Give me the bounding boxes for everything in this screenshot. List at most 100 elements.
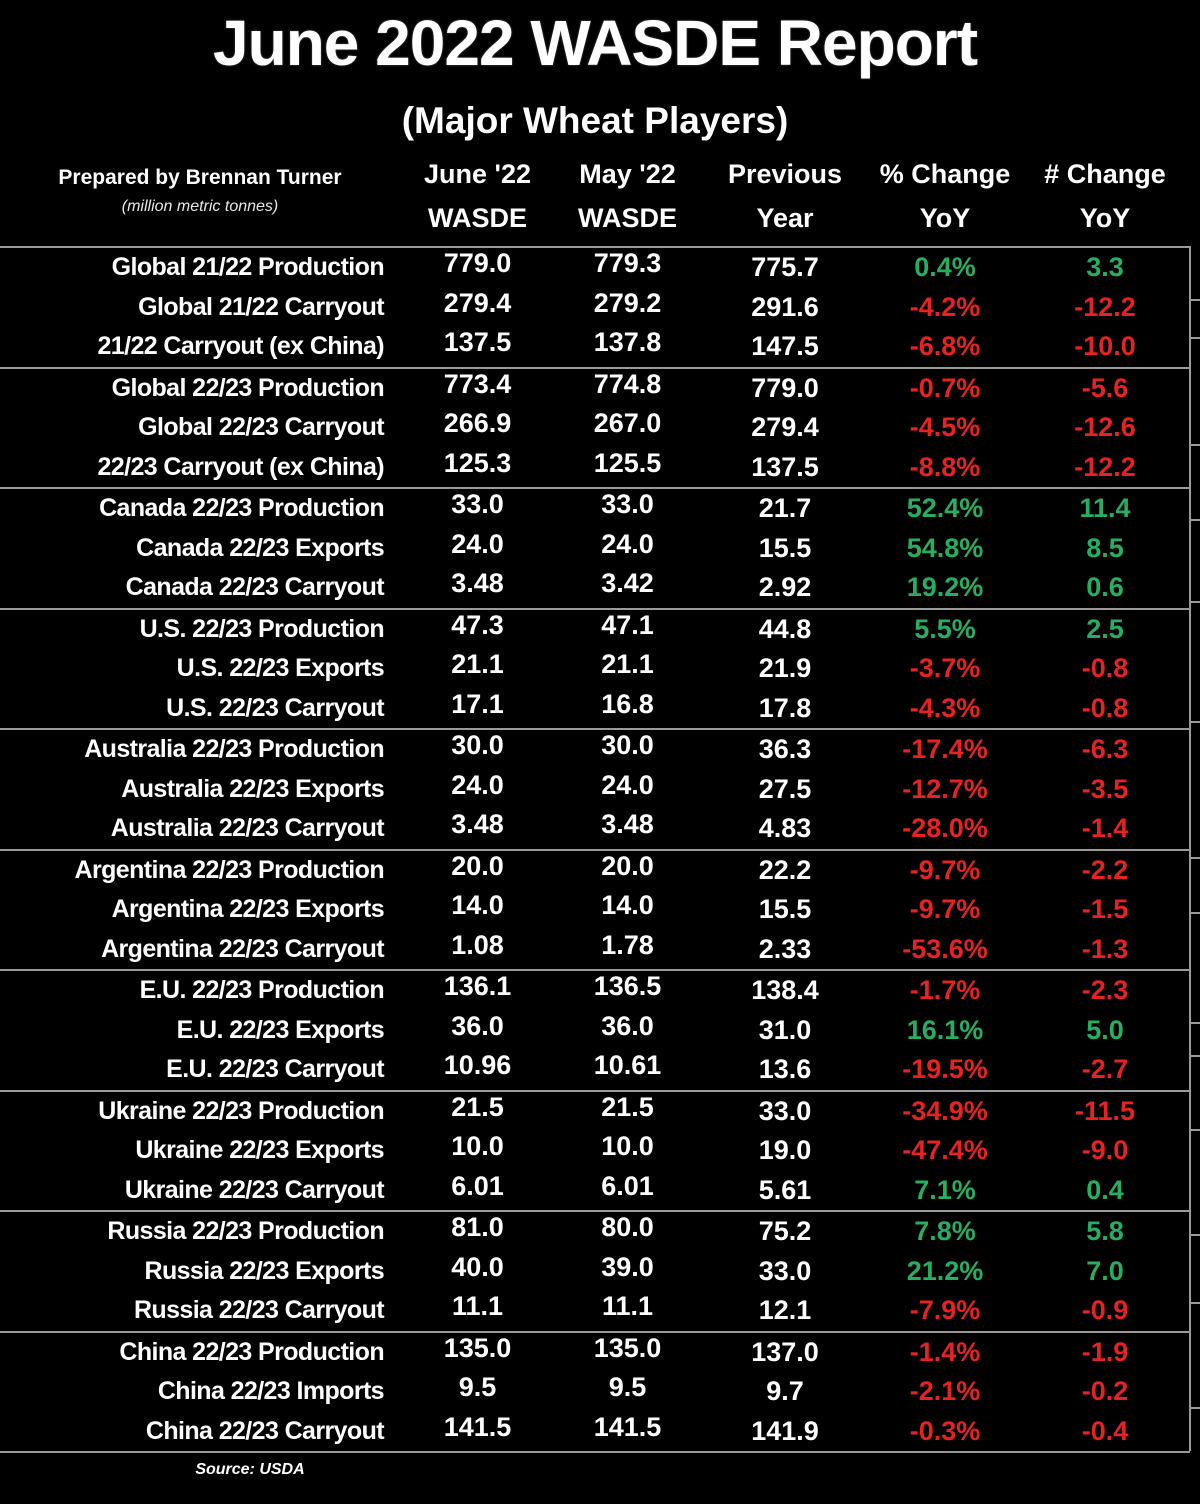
value-june: 773.4	[443, 368, 512, 399]
column-header-4: % Change YoY	[870, 152, 1020, 240]
value-pct-change: 16.1%	[906, 1014, 984, 1045]
value-pct-change: -6.8%	[909, 331, 981, 362]
value-may: 267.0	[593, 408, 662, 439]
value-june: 6.01	[451, 1170, 504, 1201]
value-num-change: -0.4	[1081, 1415, 1129, 1446]
value-may: 9.5	[608, 1372, 647, 1403]
value-pct-change: -17.4%	[902, 734, 988, 765]
column-header-line1: Previous	[727, 159, 843, 189]
row-label: Canada 22/23 Exports	[136, 533, 384, 562]
units-note: (million metric tonnes)	[121, 198, 279, 215]
value-may: 21.1	[601, 649, 654, 680]
value-june: 33.0	[451, 489, 504, 520]
value-pct-change: -7.9%	[909, 1295, 981, 1326]
row-label: Global 21/22 Carryout	[138, 292, 384, 321]
value-prev-year: 2.33	[758, 933, 812, 964]
value-pct-change: -0.7%	[909, 372, 981, 403]
row-label: Canada 22/23 Production	[99, 494, 385, 523]
value-june: 24.0	[451, 528, 504, 559]
value-prev-year: 44.8	[758, 613, 812, 644]
value-num-change: -1.9	[1081, 1336, 1129, 1367]
value-june: 10.96	[443, 1050, 512, 1081]
value-june: 141.5	[443, 1411, 512, 1442]
value-pct-change: -0.3%	[909, 1415, 981, 1446]
gridline-tick	[1191, 857, 1200, 859]
value-num-change: -3.5	[1081, 773, 1129, 804]
row-label: Global 22/23 Production	[111, 373, 385, 402]
row-label: E.U. 22/23 Exports	[176, 1015, 385, 1044]
table-group-1: Global 21/22 Production 779.0 779.3 775.7 0.…	[0, 248, 1190, 369]
value-num-change: 11.4	[1079, 493, 1131, 524]
table-group-6: Argentina 22/23 Production 20.0 20.0 22.2 -9…	[0, 851, 1190, 971]
value-pct-change: 7.1%	[914, 1174, 976, 1205]
value-pct-change: 54.8%	[906, 532, 984, 563]
value-june: 81.0	[451, 1212, 504, 1243]
value-june: 9.5	[458, 1372, 497, 1403]
row-label: Argentina 22/23 Exports	[111, 895, 385, 924]
table-group-5: Australia 22/23 Production 30.0 30.0 36.3 -1…	[0, 730, 1190, 851]
value-may: 39.0	[601, 1251, 654, 1282]
column-header-line2: WASDE	[577, 203, 677, 233]
row-label: Canada 22/23 Carryout	[125, 573, 385, 602]
value-pct-change: -53.6%	[902, 933, 988, 964]
column-header-2: May '22 WASDE	[555, 152, 700, 240]
row-label: U.S. 22/23 Production	[139, 614, 385, 643]
value-pct-change: 52.4%	[906, 493, 984, 524]
value-may: 30.0	[601, 730, 654, 761]
value-may: 279.2	[593, 287, 662, 318]
column-header-line2: Year	[756, 203, 814, 233]
row-label: Ukraine 22/23 Exports	[135, 1136, 384, 1165]
source-note: Source: USDA	[195, 1461, 305, 1478]
value-num-change: -6.3	[1081, 734, 1129, 765]
value-may: 779.3	[593, 248, 662, 279]
value-prev-year: 19.0	[758, 1135, 812, 1166]
value-june: 20.0	[451, 850, 504, 881]
value-pct-change: -9.7%	[909, 854, 981, 885]
value-prev-year: 137.0	[751, 1336, 819, 1367]
gridline-tick	[1191, 299, 1200, 301]
value-pct-change: -3.7%	[909, 653, 981, 684]
gridline-tick	[1191, 519, 1200, 521]
value-june: 125.3	[443, 447, 512, 478]
gridline-tick	[1191, 1234, 1200, 1236]
gridline-tick	[1191, 1302, 1200, 1304]
value-june: 3.48	[451, 568, 504, 599]
value-num-change: -12.2	[1074, 451, 1136, 482]
value-prev-year: 147.5	[751, 331, 819, 362]
value-prev-year: 775.7	[751, 252, 819, 283]
value-num-change: -2.2	[1081, 854, 1129, 885]
row-label: Australia 22/23 Carryout	[110, 814, 385, 843]
row-label: Global 21/22 Production	[111, 253, 385, 282]
value-may: 10.0	[601, 1131, 654, 1162]
value-june: 30.0	[451, 730, 504, 761]
value-prev-year: 33.0	[758, 1095, 812, 1126]
value-num-change: -10.0	[1074, 331, 1136, 362]
value-june: 10.0	[451, 1131, 504, 1162]
column-header-line2: YoY	[919, 203, 971, 233]
value-prev-year: 779.0	[751, 372, 819, 403]
value-may: 33.0	[601, 489, 654, 520]
value-may: 11.1	[601, 1291, 654, 1322]
column-header-line1: June '22	[424, 159, 531, 189]
row-label: Russia 22/23 Exports	[144, 1256, 384, 1285]
value-pct-change: -47.4%	[902, 1135, 988, 1166]
value-prev-year: 36.3	[758, 734, 812, 765]
column-header-line2: WASDE	[427, 203, 527, 233]
value-prev-year: 15.5	[758, 894, 812, 925]
value-prev-year: 15.5	[758, 532, 812, 563]
value-num-change: -1.4	[1081, 813, 1129, 844]
value-prev-year: 5.61	[758, 1174, 812, 1205]
value-may: 3.42	[601, 568, 654, 599]
value-num-change: 8.5	[1086, 532, 1124, 563]
value-may: 24.0	[601, 528, 654, 559]
table-group-4: U.S. 22/23 Production 47.3 47.1 44.8 5.5% 2.5…	[0, 610, 1190, 730]
value-june: 11.1	[451, 1291, 504, 1322]
value-pct-change: -1.4%	[909, 1336, 981, 1367]
value-num-change: -1.5	[1081, 894, 1129, 925]
column-header-line1: % Change	[879, 159, 1011, 189]
table-group-8: Ukraine 22/23 Production 21.5 21.5 33.0 -34.…	[0, 1092, 1190, 1212]
column-header-line2: YoY	[1079, 203, 1131, 233]
value-num-change: -12.6	[1074, 412, 1136, 443]
value-june: 21.1	[451, 649, 504, 680]
value-june: 36.0	[451, 1010, 504, 1041]
